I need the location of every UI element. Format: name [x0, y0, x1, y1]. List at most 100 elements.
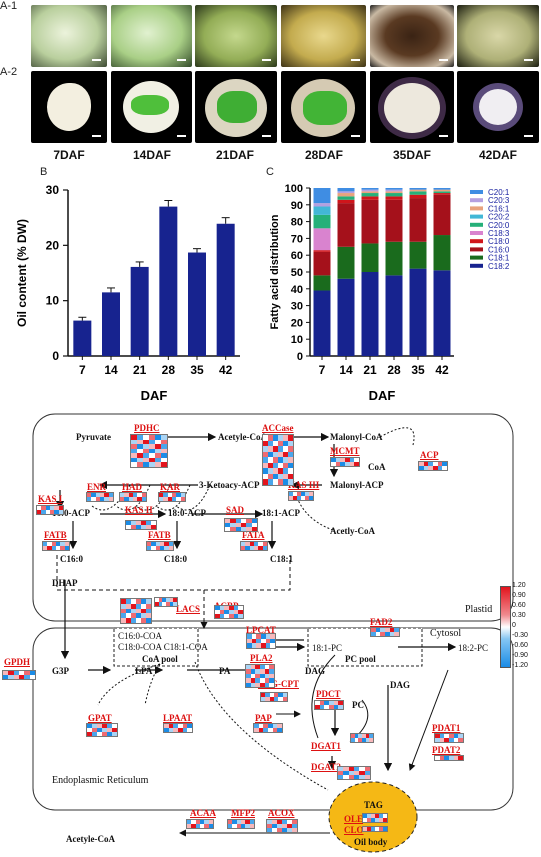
heatmap-cell [375, 827, 379, 831]
heatmap-cell [364, 767, 370, 771]
heatmap-cell [236, 824, 241, 828]
heatmap-cell [380, 628, 385, 632]
bar-42 [216, 223, 235, 356]
heatmap-cell [47, 542, 52, 546]
heatmap-cell [263, 435, 268, 441]
heatmap-cell [233, 614, 239, 618]
heatmap-cell [60, 542, 65, 546]
heatmap-cell [363, 827, 367, 831]
heatmap-cell [146, 613, 151, 619]
heatmap-cell [458, 738, 463, 742]
heatmap-cell [172, 497, 177, 501]
heatmap-cell [128, 493, 133, 497]
heatmap-cell [245, 542, 250, 546]
seed-section-35daf [370, 71, 454, 143]
heatmap-cell [258, 542, 263, 546]
heatmap-cell [249, 546, 254, 550]
heatmap-cell [358, 738, 362, 742]
y-tick-label: 0 [52, 349, 59, 363]
legend-swatch-C20:2 [470, 214, 483, 219]
bar-segment-C18:1-21 [361, 243, 379, 272]
enzyme-pap: PAP [255, 713, 272, 723]
heatmap-cell [164, 724, 169, 728]
heatmap-cell [104, 493, 109, 497]
legend-label-C20:1: C20:1 [488, 188, 510, 197]
y-tick-label: 30 [46, 183, 60, 197]
heatmap-cell [112, 732, 117, 736]
heatmap-cell [379, 818, 383, 822]
stage-label-28daf: 28DAF [304, 148, 343, 162]
heatmap-cell [149, 439, 155, 445]
heatmap-cell [131, 525, 136, 529]
heatmap-cell [141, 613, 146, 619]
bar-segment-C20:1-21 [361, 188, 379, 190]
enzyme-kas-i: KAS I [38, 494, 63, 504]
heatmap-cell [354, 775, 360, 779]
heatmap-cell [269, 665, 274, 670]
bar-segment-C18:2-7 [313, 290, 331, 356]
heatmap-cell [126, 525, 131, 529]
heatmap-cell [273, 468, 278, 474]
heatmap-pdct [314, 700, 344, 710]
metabolite-lpa: LPA [135, 666, 153, 676]
heatmap-cell [51, 542, 56, 546]
heatmap-acox [266, 819, 298, 833]
er-compartment [32, 627, 514, 811]
metabolite-18-1-pc: 18:1-PC [312, 643, 343, 653]
heatmap-cell [43, 546, 48, 550]
heatmap-cell [335, 458, 341, 462]
heatmap-cell [230, 519, 236, 523]
colorbar-tick-label: -0.30 [512, 632, 528, 639]
heatmap-cell [351, 734, 355, 738]
heatmap-cell [131, 613, 136, 619]
heatmap-cell [100, 497, 105, 501]
bar-35 [188, 252, 206, 356]
heatmap-cell [97, 732, 102, 736]
heatmap-cell [143, 453, 149, 458]
heatmap-cell [149, 453, 155, 458]
heatmap-cell [283, 462, 288, 469]
enzyme-kas-iii: KAS III [288, 480, 320, 490]
heatmap-cell [453, 756, 459, 760]
heatmap-cell [136, 618, 141, 623]
heatmap-cell [273, 446, 278, 452]
heatmap-fatb [42, 541, 70, 551]
heatmap-cell [151, 521, 156, 525]
heatmap-dgat1 [350, 733, 374, 743]
heatmap-cell [309, 496, 313, 500]
heatmap-cell [164, 728, 169, 732]
heatmap-cell [288, 473, 293, 480]
heatmap-mfp2 [227, 819, 255, 829]
heatmap-cell [146, 603, 151, 609]
heatmap-cell [262, 546, 267, 550]
heatmap-cell [250, 682, 256, 687]
heatmap-cell [51, 546, 56, 550]
heatmap-cell [95, 493, 100, 497]
heatmap-cell [283, 457, 288, 463]
heatmap-cell [265, 693, 270, 697]
heatmap-cell [149, 448, 155, 454]
heatmap-cell [137, 448, 143, 454]
y-tick-label: 90 [291, 200, 303, 212]
heatmap-cell [168, 728, 174, 732]
region-cytosol: Cytosol [430, 628, 462, 639]
heatmap-cell [277, 828, 282, 832]
y-tick-label: 0 [297, 351, 303, 363]
heatmap-cell [215, 610, 220, 614]
heatmap-cell [263, 473, 268, 480]
heatmap-cell [288, 457, 293, 463]
bar-segment-C18:1-14 [337, 246, 355, 279]
heatmap-cell [246, 519, 252, 523]
heatmap-cell [228, 824, 233, 828]
bar-segment-C18:1-7 [313, 275, 331, 291]
stage-label-42daf: 42DAF [478, 148, 517, 162]
heatmap-cell [260, 638, 266, 644]
heatmap-cell [265, 638, 271, 644]
heatmap-cell [351, 738, 355, 742]
heatmap-cell [238, 614, 243, 618]
bar-segment-C16:0-7 [313, 251, 331, 276]
heatmap-cell [282, 693, 287, 697]
enzyme-enr: ENR [87, 482, 107, 492]
heatmap-cell [172, 493, 177, 497]
enzyme-lpaat: LPAAT [163, 713, 193, 723]
